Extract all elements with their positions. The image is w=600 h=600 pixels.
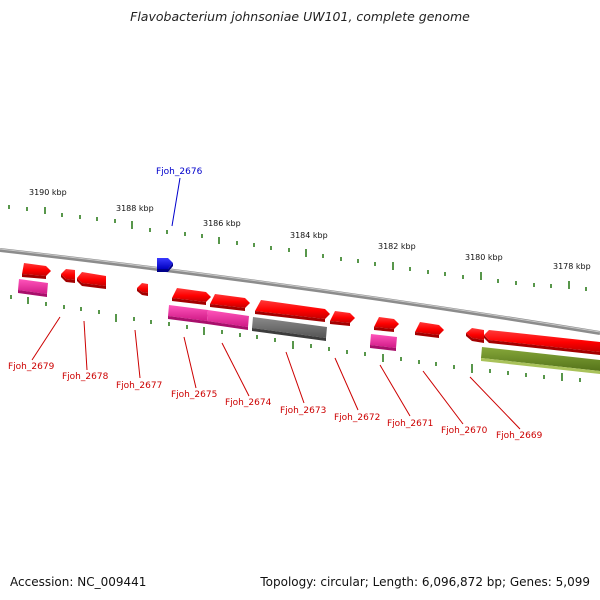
genome-summary-text: Topology: circular; Length: 6,096,872 bp… <box>260 575 590 589</box>
gene-block[interactable] <box>137 283 148 296</box>
scale-label-3186: 3186 kbp <box>203 219 241 228</box>
gene-block[interactable] <box>18 279 48 297</box>
callout-lines <box>31 316 521 430</box>
upper-scale-ticks <box>8 205 587 291</box>
gene-label-fjoh-2677[interactable]: Fjoh_2677 <box>116 381 162 391</box>
gene-label-fjoh-2669[interactable]: Fjoh_2669 <box>496 431 543 441</box>
gene-fjoh-2676[interactable] <box>157 258 173 272</box>
lower-scale-ticks <box>10 295 581 382</box>
gene-block[interactable] <box>481 347 600 374</box>
callout-line-fjoh-2676 <box>171 177 181 227</box>
gene-block[interactable] <box>168 305 208 324</box>
gene-block[interactable] <box>210 294 250 311</box>
scale-label-3184: 3184 kbp <box>290 231 328 240</box>
gene-block[interactable] <box>374 317 399 332</box>
genome-backbone <box>0 248 600 335</box>
gene-track-row-2 <box>18 279 600 374</box>
gene-label-fjoh-2672[interactable]: Fjoh_2672 <box>334 413 380 423</box>
gene-block[interactable] <box>172 288 211 305</box>
gene-block[interactable] <box>77 272 106 289</box>
scale-label-3180: 3180 kbp <box>465 253 503 262</box>
map-title: Flavobacterium johnsoniae UW101, complet… <box>130 9 470 24</box>
gene-block[interactable] <box>330 311 355 326</box>
gene-label-fjoh-2674[interactable]: Fjoh_2674 <box>225 398 272 408</box>
accession-text: Accession: NC_009441 <box>10 575 147 589</box>
gene-label-fjoh-2671[interactable]: Fjoh_2671 <box>387 419 433 429</box>
gene-label-fjoh-2678[interactable]: Fjoh_2678 <box>62 372 109 382</box>
gene-track-row-1 <box>22 263 600 355</box>
gene-block[interactable] <box>252 317 327 341</box>
gene-block[interactable] <box>466 328 484 343</box>
gene-block[interactable] <box>22 263 51 279</box>
scale-label-3190: 3190 kbp <box>29 188 67 197</box>
gene-label-fjoh-2676[interactable]: Fjoh_2676 <box>156 167 203 177</box>
gene-label-fjoh-2673[interactable]: Fjoh_2673 <box>280 406 326 416</box>
genome-backbone-highlight <box>0 248 600 333</box>
scale-label-3188: 3188 kbp <box>116 204 154 213</box>
gene-label-fjoh-2670[interactable]: Fjoh_2670 <box>441 426 488 436</box>
gene-block[interactable] <box>370 334 397 351</box>
gene-label-fjoh-2675[interactable]: Fjoh_2675 <box>171 390 217 400</box>
gene-label-fjoh-2679[interactable]: Fjoh_2679 <box>8 362 55 372</box>
gene-block[interactable] <box>415 322 444 338</box>
gene-block[interactable] <box>484 330 600 355</box>
gene-block[interactable] <box>255 300 330 322</box>
gene-block[interactable] <box>61 269 75 283</box>
gene-block[interactable] <box>207 310 249 330</box>
scale-label-3178: 3178 kbp <box>553 262 591 271</box>
scale-label-3182: 3182 kbp <box>378 242 416 251</box>
